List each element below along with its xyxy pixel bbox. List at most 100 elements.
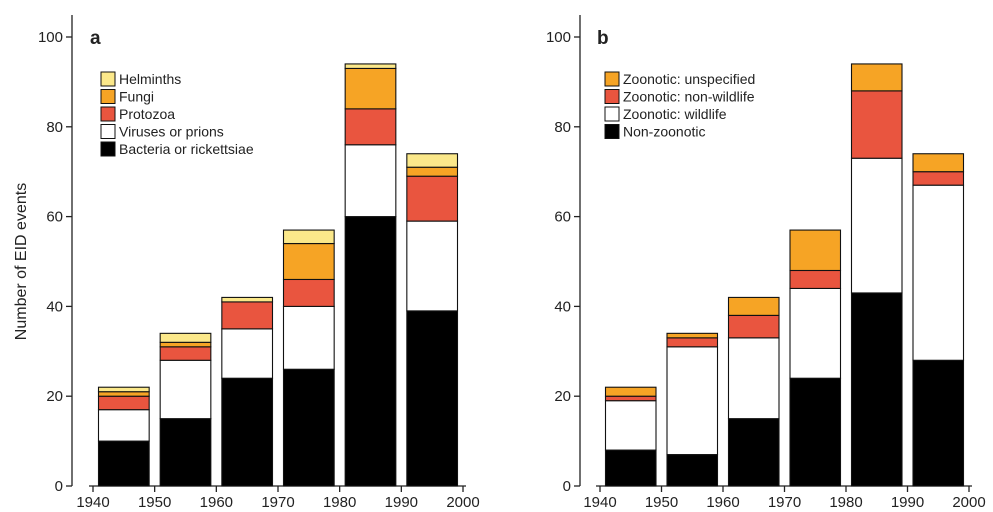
legend-swatch (604, 124, 620, 139)
x-tick-label: 1950 (645, 494, 678, 511)
bar-segment-viruses-or-prions (221, 328, 274, 379)
bar-segment-helminths (344, 63, 397, 69)
y-tick-label: 100 (546, 29, 571, 46)
x-tick-label: 1970 (768, 494, 801, 511)
bar-segment-viruses-or-prions (344, 144, 397, 218)
legend-label: Zoonotic: unspecified (623, 71, 755, 87)
bar-segment-viruses-or-prions (97, 409, 150, 442)
panel-a-chart: 0 20 40 60 80 100 1940 1950 1960 1970 1980 1990 2000… (13, 15, 480, 511)
x-tick-label: 1940 (76, 494, 109, 511)
bar-segment-zoonotic-unspecified (850, 63, 903, 92)
bar-segment-zoonotic-non-wildlife (727, 314, 780, 339)
y-tick-label: 60 (554, 209, 571, 226)
legend-label: Zoonotic: wildlife (623, 106, 727, 122)
x-tick-label: 1960 (200, 494, 233, 511)
bar-segment-zoonotic-wildlife (789, 287, 842, 379)
bar-segment-viruses-or-prions (282, 305, 335, 370)
bar-segment-bacteria-or-rickettsiae (97, 440, 150, 487)
legend-swatch (100, 141, 116, 157)
bar-segment-helminths (282, 229, 335, 245)
panel-letter: a (90, 28, 101, 49)
bar-segment-fungi (159, 341, 212, 348)
y-tick-label: 100 (38, 29, 63, 46)
y-axis-label: Number of EID events (13, 183, 30, 340)
bar-segment-zoonotic-unspecified (666, 332, 719, 339)
bar-segment-non-zoonotic (604, 449, 657, 487)
bar-segment-bacteria-or-rickettsiae (282, 368, 335, 487)
bar-segment-non-zoonotic (666, 454, 719, 487)
bar-segment-zoonotic-non-wildlife (912, 171, 965, 186)
bar-segment-fungi (406, 166, 459, 177)
bar-segment-helminths (159, 332, 212, 343)
bar-segment-zoonotic-wildlife (850, 157, 903, 294)
bar-segment-zoonotic-non-wildlife (666, 337, 719, 348)
legend-label: Non-zoonotic (623, 124, 706, 140)
x-tick-label: 2000 (952, 494, 985, 511)
bar-segment-protozoa (344, 108, 397, 146)
bar-segment-zoonotic-wildlife (666, 346, 719, 456)
bar-segment-zoonotic-non-wildlife (789, 269, 842, 289)
bar-segment-protozoa (97, 395, 150, 411)
x-tick-label: 1990 (385, 494, 418, 511)
legend-swatch (604, 89, 620, 104)
legend-swatch (100, 89, 116, 104)
bar-segment-non-zoonotic (850, 292, 903, 487)
x-tick-label: 1980 (829, 494, 862, 511)
y-tick-label: 80 (554, 119, 571, 136)
bar-segment-protozoa (282, 278, 335, 307)
bar-segment-zoonotic-wildlife (912, 184, 965, 361)
legend-swatch (100, 106, 116, 122)
bar-segment-zoonotic-wildlife (604, 400, 657, 451)
bar-segment-protozoa (221, 301, 274, 330)
legend-label: Fungi (119, 89, 154, 105)
y-tick-label: 0 (55, 478, 63, 495)
bar-segment-zoonotic-non-wildlife (604, 395, 657, 402)
y-tick-label: 0 (563, 478, 571, 495)
y-tick-label: 60 (46, 209, 63, 226)
bar-segment-helminths (221, 296, 274, 303)
y-tick-label: 40 (554, 298, 571, 315)
legend: Zoonotic: unspecified Zoonotic: non-wildl… (604, 71, 755, 140)
panel-b-chart: 0 20 40 60 80 100 1940 1950 1960 1970 1980 1990 2000… (546, 15, 986, 511)
bar-segment-bacteria-or-rickettsiae (406, 310, 459, 487)
legend-label: Bacteria or rickettsiae (119, 141, 254, 157)
legend-label: Zoonotic: non-wildlife (623, 89, 755, 105)
bar-segment-zoonotic-unspecified (727, 296, 780, 316)
bar-segment-non-zoonotic (912, 359, 965, 487)
x-tick-label: 1980 (323, 494, 356, 511)
legend-swatch (100, 124, 116, 139)
bar-segment-viruses-or-prions (159, 359, 212, 420)
x-tick-label: 1970 (261, 494, 294, 511)
legend-swatch (604, 106, 620, 122)
x-tick-label: 1990 (891, 494, 924, 511)
x-tick-label: 1940 (583, 494, 616, 511)
legend-label: Helminths (119, 71, 181, 87)
legend-swatch (604, 71, 620, 87)
bar-segment-zoonotic-unspecified (604, 386, 657, 397)
legend-label: Viruses or prions (119, 124, 224, 140)
bar-segment-zoonotic-non-wildlife (850, 90, 903, 159)
y-tick-label: 20 (46, 388, 63, 405)
bar-segment-bacteria-or-rickettsiae (344, 216, 397, 487)
bar-segment-fungi (97, 391, 150, 397)
bar-segment-bacteria-or-rickettsiae (159, 418, 212, 487)
x-tick-label: 1950 (138, 494, 171, 511)
y-tick-label: 20 (554, 388, 571, 405)
legend-swatch (100, 71, 116, 87)
panel-letter: b (597, 28, 609, 49)
bar-segment-protozoa (406, 175, 459, 222)
bar-segment-non-zoonotic (789, 377, 842, 487)
x-tick-label: 1960 (706, 494, 739, 511)
y-tick-label: 80 (46, 119, 63, 136)
bar-segment-fungi (344, 67, 397, 110)
x-tick-label: 2000 (446, 494, 479, 511)
bar-segment-zoonotic-unspecified (912, 153, 965, 173)
bar-segment-helminths (97, 386, 150, 393)
bar-segment-helminths (406, 153, 459, 168)
bar-segment-zoonotic-wildlife (727, 337, 780, 420)
bar-segment-bacteria-or-rickettsiae (221, 377, 274, 487)
y-tick-label: 40 (46, 298, 63, 315)
bar-segment-protozoa (159, 346, 212, 361)
